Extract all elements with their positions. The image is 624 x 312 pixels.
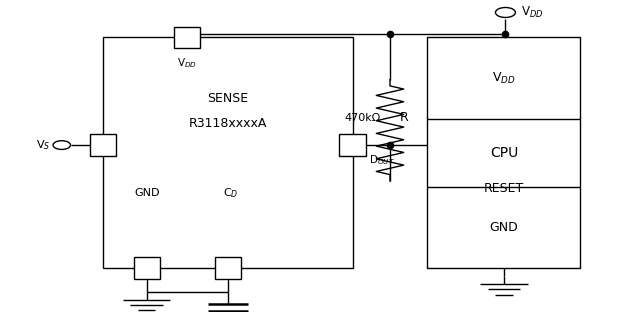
Text: R3118xxxxA: R3118xxxxA bbox=[188, 117, 267, 130]
Polygon shape bbox=[103, 37, 353, 268]
Text: GND: GND bbox=[489, 221, 519, 234]
Text: C$_D$: C$_D$ bbox=[223, 187, 238, 200]
Text: SENSE: SENSE bbox=[207, 92, 248, 105]
Polygon shape bbox=[427, 37, 580, 268]
Text: R: R bbox=[399, 111, 408, 124]
Text: CPU: CPU bbox=[490, 146, 518, 160]
Polygon shape bbox=[90, 134, 116, 156]
Text: D$_{OUT}$: D$_{OUT}$ bbox=[369, 154, 395, 167]
Text: RESET: RESET bbox=[484, 182, 524, 195]
Polygon shape bbox=[174, 27, 200, 48]
Polygon shape bbox=[134, 257, 160, 279]
Text: V$_{DD}$: V$_{DD}$ bbox=[521, 5, 544, 20]
Text: V$_S$: V$_S$ bbox=[36, 138, 51, 152]
Polygon shape bbox=[339, 134, 366, 156]
Text: GND: GND bbox=[134, 188, 159, 198]
Polygon shape bbox=[215, 257, 241, 279]
Text: V$_{DD}$: V$_{DD}$ bbox=[492, 71, 516, 85]
Text: 470kΩ: 470kΩ bbox=[344, 113, 381, 123]
Text: V$_{DD}$: V$_{DD}$ bbox=[177, 56, 197, 70]
